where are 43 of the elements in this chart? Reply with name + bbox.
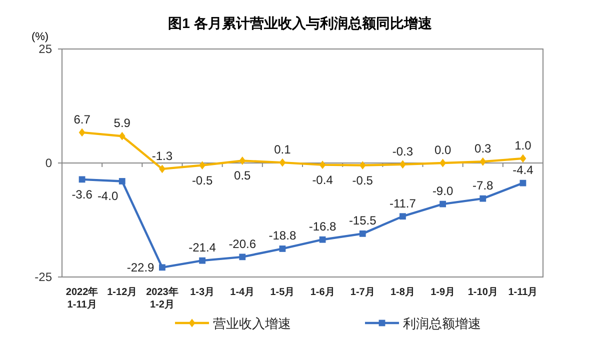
y-axis-title: (%)	[31, 31, 49, 43]
x-tick-label: 2022年 1-11月	[66, 286, 98, 310]
x-tick-label: 1-3月	[190, 287, 215, 298]
legend-label: 利润总额增速	[403, 316, 481, 331]
legend-label: 营业收入增速	[213, 316, 291, 331]
x-tick-label: 1-11月	[508, 287, 538, 298]
y-tick-label: 0	[45, 156, 52, 170]
x-tick-label: 1-6月	[310, 287, 335, 298]
x-tick-label: 2023年 1-2月	[146, 286, 178, 310]
x-tick-label: 1-10月	[468, 287, 498, 298]
x-tick-label: 1-7月	[350, 287, 375, 298]
data-label: -4.4	[512, 163, 534, 178]
data-label: -21.4	[188, 240, 216, 255]
data-label: -1.3	[152, 148, 173, 163]
data-label: -15.5	[348, 214, 377, 228]
data-label: -0.3	[392, 144, 414, 158]
chart-title: 图1 各月累计营业收入与利润总额同比增速	[168, 15, 433, 31]
x-tick-label: 1-8月	[390, 287, 415, 298]
x-tick-label: 1-9月	[430, 287, 456, 298]
data-label: 0.5	[234, 168, 252, 183]
y-tick-label: 25	[38, 42, 52, 56]
data-label: 6.7	[74, 112, 91, 126]
data-label: -9.0	[432, 184, 454, 198]
data-label: -11.7	[389, 196, 416, 210]
data-label: -4.0	[97, 189, 118, 204]
data-label: 0.0	[434, 143, 452, 157]
y-tick-label: -25	[34, 270, 52, 284]
x-tick-label: 1-4月	[230, 287, 255, 298]
data-label: -16.8	[308, 220, 337, 234]
data-label: -0.5	[192, 173, 213, 188]
data-label: 0.3	[474, 142, 492, 156]
data-label: -0.5	[352, 173, 374, 188]
data-label: 0.1	[274, 142, 292, 157]
x-tick-label: 1-12月	[107, 287, 138, 298]
data-label: -0.4	[312, 172, 334, 187]
data-label: -3.6	[72, 187, 93, 202]
data-label: 1.0	[514, 138, 532, 152]
data-label: -18.8	[268, 228, 296, 243]
x-tick-label: 1-5月	[270, 287, 295, 298]
data-label: -22.9	[126, 260, 155, 274]
data-label: 5.9	[114, 116, 131, 130]
data-label: -20.6	[228, 236, 256, 251]
data-label: -7.8	[472, 178, 494, 193]
